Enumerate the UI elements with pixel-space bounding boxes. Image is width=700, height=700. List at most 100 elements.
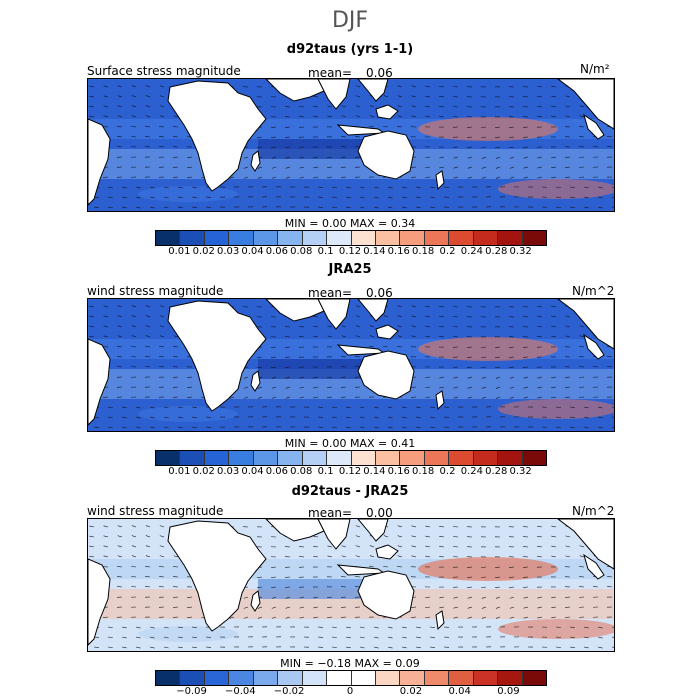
wind-vector — [439, 555, 445, 558]
wind-vector — [243, 156, 249, 159]
wind-vector — [569, 416, 575, 419]
wind-vector — [145, 126, 151, 128]
wind-vector — [523, 176, 529, 179]
wind-vector — [425, 376, 431, 379]
panel-1-colorbar-ticks: 0.01 0.02 0.03 0.04 0.06 0.08 0.1 0.12 0.14 0.16 0… — [155, 246, 545, 258]
wind-vector — [397, 115, 403, 118]
land-mask — [250, 370, 261, 392]
wind-vector — [243, 396, 249, 399]
land-mask — [167, 520, 267, 632]
wind-vector — [481, 166, 487, 169]
wind-vector — [299, 106, 305, 108]
wind-vector — [121, 186, 127, 189]
wind-vector — [355, 576, 361, 578]
wind-vector — [313, 396, 319, 399]
wind-vector — [509, 396, 515, 399]
wind-vector — [579, 115, 585, 118]
wind-vector — [611, 406, 614, 408]
wind-vector — [327, 616, 333, 618]
wind-vector — [565, 325, 571, 328]
wind-vector — [453, 86, 459, 88]
colorbar-tick-label: 0.18 — [411, 246, 435, 257]
wind-vector — [369, 335, 375, 338]
wind-vector — [331, 186, 337, 188]
colorbar-tick-label: 0.1 — [317, 246, 334, 257]
wind-vector — [163, 206, 169, 209]
wind-vector — [163, 636, 169, 639]
colorbar-swatch — [203, 231, 229, 245]
colorbar-swatch — [423, 671, 449, 685]
wind-vector — [439, 115, 445, 118]
wind-vector — [387, 416, 393, 419]
colorbar-swatch — [423, 231, 449, 245]
wind-vector — [495, 156, 501, 159]
wind-vector — [429, 186, 435, 188]
wind-vector — [243, 376, 249, 379]
wind-vector — [509, 586, 515, 588]
wind-vector — [327, 545, 333, 548]
wind-vector — [607, 136, 613, 138]
wind-vector — [159, 586, 165, 588]
wind-vector — [355, 95, 361, 98]
wind-vector — [439, 166, 445, 169]
colorbar-tick-label: 0.02 — [192, 246, 215, 257]
wind-vector — [583, 626, 589, 629]
wind-vector — [159, 525, 165, 528]
wind-vector — [341, 335, 347, 338]
land-mask — [317, 299, 351, 330]
wind-vector — [187, 376, 193, 378]
wind-vector — [597, 646, 603, 649]
wind-vector — [611, 626, 614, 628]
wind-vector — [271, 566, 277, 568]
wind-vector — [495, 356, 501, 358]
colorbar-swatch — [156, 451, 180, 465]
wind-vector — [149, 416, 155, 419]
wind-vector — [117, 305, 123, 308]
wind-vector — [387, 636, 393, 639]
wind-vector — [177, 646, 183, 649]
wind-vector — [583, 636, 589, 639]
wind-vector — [145, 586, 151, 588]
colorbar-swatch — [399, 231, 424, 245]
wind-vector — [345, 636, 351, 639]
panel-3-colorbar — [155, 670, 547, 686]
wind-vector — [397, 535, 403, 538]
wind-vector — [551, 396, 557, 399]
wind-vector — [387, 426, 393, 429]
wind-vector — [331, 636, 337, 638]
wind-vector — [159, 576, 165, 578]
land-mask — [357, 130, 415, 180]
panel-3-minmax: MIN = −0.18 MAX = 0.09 — [280, 657, 420, 670]
wind-vector — [481, 356, 487, 358]
wind-vector — [341, 545, 347, 548]
wind-vector — [551, 555, 557, 558]
wind-vector — [285, 596, 291, 599]
wind-vector — [285, 176, 291, 179]
wind-vector — [257, 586, 263, 588]
panel-2-minmax: MIN = 0.00 MAX = 0.41 — [284, 437, 416, 450]
wind-vector — [327, 335, 333, 338]
wind-vector — [537, 306, 543, 308]
wind-vector — [89, 535, 95, 538]
wind-vector — [131, 545, 137, 548]
wind-vector — [145, 566, 151, 568]
colorbar-tick-label: 0.14 — [363, 466, 386, 477]
colorbar-swatch — [448, 231, 473, 245]
wind-vector — [117, 555, 123, 558]
wind-vector — [597, 406, 603, 409]
wind-vector — [537, 556, 543, 558]
wind-vector — [131, 95, 137, 98]
wind-vector — [495, 396, 501, 399]
colorbar-tick-label: 0.32 — [509, 466, 532, 477]
wind-vector — [313, 105, 319, 108]
wind-vector — [103, 535, 109, 538]
wind-vector — [439, 95, 445, 98]
colorbar-tick-label: 0.08 — [290, 466, 313, 477]
wind-vector — [345, 646, 351, 649]
wind-vector — [583, 426, 589, 429]
wind-vector — [89, 335, 95, 338]
wind-vector — [387, 626, 393, 629]
wind-vector — [177, 626, 183, 629]
wind-vector — [569, 206, 575, 209]
panel-1-mean-label: mean= — [308, 66, 353, 80]
